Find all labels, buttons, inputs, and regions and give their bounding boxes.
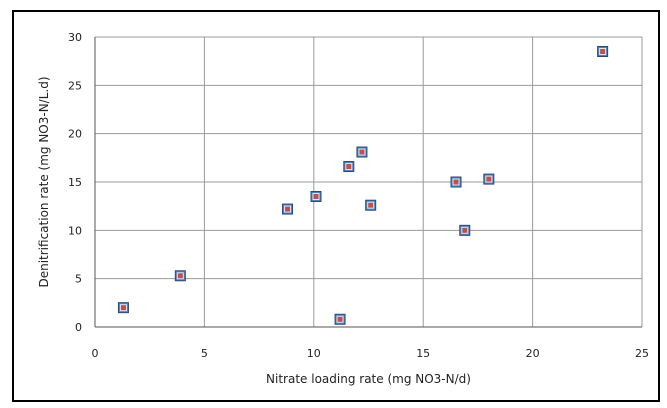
y-tick-label: 10 bbox=[68, 224, 82, 237]
data-points bbox=[117, 46, 609, 325]
data-point bbox=[117, 302, 129, 314]
x-tick-label: 25 bbox=[635, 347, 649, 360]
x-tick-label: 10 bbox=[307, 347, 321, 360]
chart-frame bbox=[12, 10, 660, 402]
y-tick-label: 15 bbox=[68, 176, 82, 189]
data-point bbox=[450, 176, 462, 188]
y-tick-label: 20 bbox=[68, 128, 82, 141]
y-tick-label: 30 bbox=[68, 31, 82, 44]
x-tick-label: 20 bbox=[526, 347, 540, 360]
data-point bbox=[483, 173, 495, 185]
y-tick-label: 0 bbox=[75, 321, 82, 334]
data-point bbox=[334, 313, 346, 325]
data-point bbox=[174, 270, 186, 282]
x-axis-title: Nitrate loading rate (mg NO3-N/d) bbox=[266, 372, 471, 386]
grid-lines bbox=[94, 36, 643, 328]
data-point bbox=[356, 146, 368, 158]
data-point bbox=[597, 46, 609, 57]
data-point bbox=[282, 203, 294, 215]
y-axis-title: Denitrification rate (mg NO3-N/L.d) bbox=[37, 76, 51, 287]
data-point bbox=[459, 224, 471, 236]
data-point bbox=[343, 161, 355, 173]
x-tick-label: 0 bbox=[92, 347, 99, 360]
x-tick-label: 5 bbox=[201, 347, 208, 360]
data-point bbox=[365, 199, 377, 211]
x-tick-labels: 0 5 10 15 20 25 bbox=[92, 347, 650, 360]
data-point bbox=[310, 191, 322, 202]
x-tick-label: 15 bbox=[416, 347, 430, 360]
y-tick-label: 25 bbox=[68, 79, 82, 92]
y-tick-label: 5 bbox=[75, 273, 82, 286]
y-tick-labels: 0 5 10 15 20 25 30 bbox=[68, 31, 82, 334]
